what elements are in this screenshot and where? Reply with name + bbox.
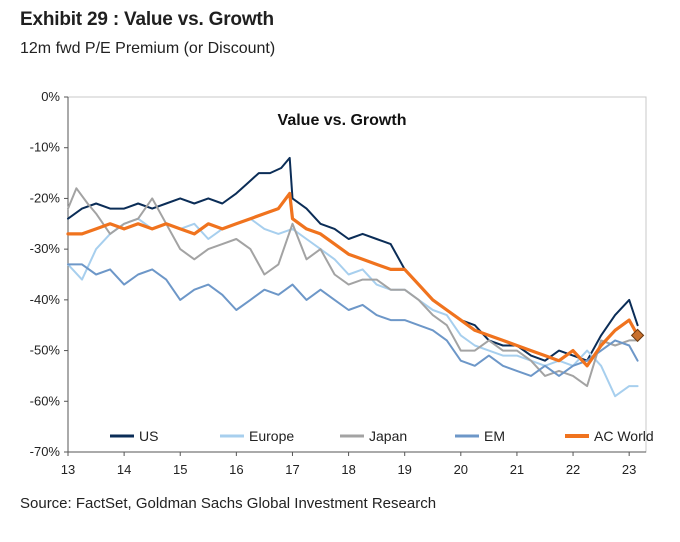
chart-inner-title: Value vs. Growth [278,112,407,129]
legend-label-em: EM [484,428,505,444]
series-line-japan [67,187,639,388]
x-tick-label: 19 [397,462,411,477]
y-tick-label: -20% [30,190,61,205]
series-line-ac-world [66,191,640,368]
y-tick-label: -50% [30,343,61,358]
x-tick-label: 17 [285,462,299,477]
legend: US Europe Japan EM AC World [110,428,654,444]
y-tick-label: -60% [30,393,61,408]
y-tick-label: -30% [30,241,61,256]
x-tick-label: 23 [622,462,636,477]
y-tick-label: -70% [30,444,61,459]
x-tick-label: 18 [341,462,355,477]
line-chart: 0%-10%-20%-30%-40%-50%-60%-70% 13 14 15 16 1… [30,89,654,477]
series-line-em [67,263,639,377]
plot-frame [67,96,647,453]
series-line-us [67,156,639,362]
x-tick-label: 20 [454,462,468,477]
end-marker-group [630,328,645,343]
exhibit-subtitle: 12m fwd P/E Premium (or Discount) [20,40,276,57]
y-tick-label: 0% [41,89,60,104]
legend-label-us: US [139,428,158,444]
x-tick-label: 22 [566,462,580,477]
source-note: Source: FactSet, Goldman Sachs Global In… [20,495,437,512]
y-axis-ticks: 0% -10% -20% -30% -40% -50% -60% -70% [30,89,68,459]
x-tick-label: 16 [229,462,243,477]
y-tick-label: -10% [30,140,61,155]
x-tick-label: 14 [117,462,131,477]
x-axis-ticks: 13 14 15 16 17 18 19 20 21 22 23 [61,452,636,477]
exhibit-title: Exhibit 29 : Value vs. Growth [20,9,274,30]
x-tick-label: 21 [510,462,524,477]
legend-label-europe: Europe [249,428,294,444]
series-lines [66,156,640,398]
y-tick-label: -40% [30,292,61,307]
end-marker-diamond [630,328,645,343]
legend-label-ac-world: AC World [594,428,654,444]
x-tick-label: 13 [61,462,75,477]
legend-label-japan: Japan [369,428,407,444]
x-tick-label: 15 [173,462,187,477]
